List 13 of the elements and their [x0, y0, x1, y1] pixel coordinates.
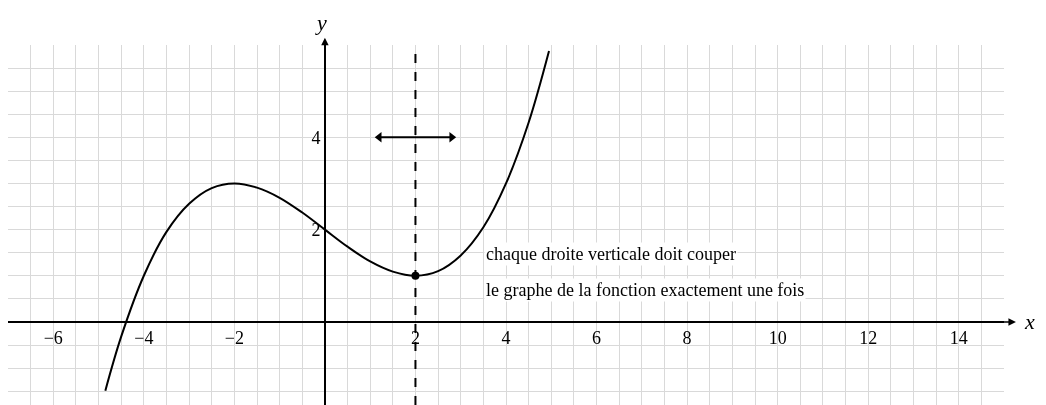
x-tick-label: 8: [682, 328, 692, 349]
x-axis-title: x: [1024, 309, 1035, 334]
annotation: le graphe de la fonction exactement une fois: [486, 280, 805, 300]
x-tick-label: 6: [592, 328, 602, 349]
x-tick-label: −2: [224, 328, 244, 349]
x-tick-label: 4: [501, 328, 511, 349]
x-tick-label: 12: [859, 328, 878, 349]
x-tick-label: −4: [134, 328, 154, 349]
x-tick-label: 14: [949, 328, 968, 349]
x-tick-label: 10: [768, 328, 787, 349]
x-tick-label: −6: [43, 328, 63, 349]
annotation: chaque droite verticale doit couper: [486, 244, 736, 264]
y-axis-title: y: [315, 10, 327, 35]
